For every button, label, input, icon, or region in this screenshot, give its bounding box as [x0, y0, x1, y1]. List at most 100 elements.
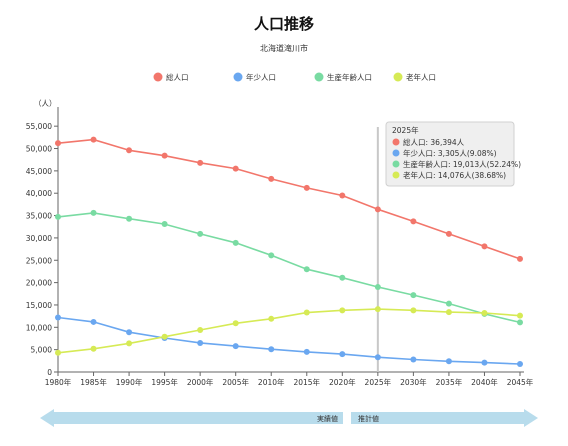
data-point: [481, 359, 488, 366]
data-point: [126, 147, 133, 154]
data-point: [90, 209, 97, 216]
tooltip-year: 2025年: [392, 125, 419, 135]
x-tick-label: 2025年: [365, 377, 392, 387]
data-point: [232, 320, 239, 327]
chart-legend: 総人口 年少人口 生産年齢人口 老年人口: [153, 72, 436, 82]
series-line-1: [57, 316, 521, 365]
series-line-0: [57, 138, 521, 260]
data-point: [410, 356, 417, 363]
x-tick-label: 2040年: [471, 377, 498, 387]
period-arrows: 実績値 推計値: [40, 409, 538, 427]
data-point: [410, 218, 417, 225]
data-point: [517, 312, 523, 319]
data-point: [161, 333, 168, 340]
data-point: [339, 351, 346, 358]
x-tick-label: 1985年: [80, 377, 107, 387]
data-point: [339, 274, 346, 281]
data-point: [517, 319, 523, 326]
y-tick-label: 35,000: [26, 212, 52, 221]
data-point: [161, 221, 168, 228]
series-lines: [57, 138, 521, 365]
data-point: [445, 300, 452, 307]
data-point: [232, 239, 239, 246]
x-tick-label: 2015年: [293, 377, 320, 387]
x-tick-label: 1980年: [45, 377, 72, 387]
data-point: [410, 307, 417, 314]
data-point: [374, 354, 381, 361]
data-point: [339, 192, 346, 199]
tooltip-line-1: 年少人口: 3,305人(9.08%): [403, 148, 497, 158]
data-point: [303, 184, 310, 191]
actual-period-label: 実績値: [317, 414, 338, 423]
x-tick-label: 2000年: [187, 377, 214, 387]
data-point: [374, 206, 381, 213]
data-point: [197, 339, 204, 346]
series-line-3: [57, 308, 521, 354]
data-point: [232, 343, 239, 350]
data-point: [517, 360, 523, 367]
data-point: [268, 252, 275, 259]
data-point: [55, 314, 61, 321]
data-point: [445, 309, 452, 316]
y-tick-label: 5,000: [31, 346, 53, 355]
projected-period-arrow: [351, 409, 538, 427]
x-tick-label: 2020年: [329, 377, 356, 387]
data-point: [161, 152, 168, 159]
y-tick-label: 50,000: [26, 145, 52, 154]
legend-marker-0: [153, 72, 163, 82]
data-point: [126, 340, 133, 347]
x-tick-label: 2005年: [222, 377, 249, 387]
data-point: [517, 255, 523, 262]
legend-marker-2: [314, 72, 324, 82]
data-point: [374, 284, 381, 291]
y-tick-label: 0: [47, 368, 52, 377]
data-point: [268, 315, 275, 322]
y-tick-label: 40,000: [26, 189, 52, 198]
x-tick-label: 1990年: [116, 377, 143, 387]
chart-axes: 0 5,000 10,000 15,000 20,000 25,000 30,000 35,0…: [26, 107, 534, 387]
y-tick-label: 10,000: [26, 323, 52, 332]
data-point: [339, 307, 346, 314]
x-tick-label: 2035年: [436, 377, 463, 387]
legend-label-3: 老年人口: [406, 72, 436, 82]
data-point: [126, 215, 133, 222]
data-point: [90, 136, 97, 143]
data-point: [410, 292, 417, 299]
data-point: [197, 159, 204, 166]
y-tick-label: 45,000: [26, 167, 52, 176]
x-tick-label: 2010年: [258, 377, 285, 387]
projected-period-label: 推計値: [358, 414, 379, 423]
y-tick-label: 55,000: [26, 122, 52, 131]
data-point: [90, 345, 97, 352]
data-point: [90, 318, 97, 325]
x-tick-label: 2030年: [400, 377, 427, 387]
y-tick-label: 15,000: [26, 301, 52, 310]
data-point: [481, 243, 488, 250]
tooltip-line-3: 老年人口: 14,076人(38.68%): [403, 170, 506, 180]
legend-label-0: 総人口: [166, 72, 189, 82]
y-tick-label: 30,000: [26, 234, 52, 243]
data-point: [445, 358, 452, 365]
data-point: [126, 329, 133, 336]
data-point: [197, 326, 204, 333]
data-point: [55, 213, 61, 220]
series-line-2: [57, 212, 521, 324]
data-point: [55, 349, 61, 356]
data-point: [303, 348, 310, 355]
data-point: [481, 310, 488, 317]
actual-period-arrow: [40, 409, 343, 427]
data-point: [303, 309, 310, 316]
tooltip-line-2: 生産年齢人口: 19,013人(52.24%): [403, 159, 521, 169]
tooltip-line-0: 総人口: 36,394人: [403, 137, 465, 147]
y-tick-label: 25,000: [26, 256, 52, 265]
legend-label-1: 年少人口: [246, 72, 276, 82]
series-points: [55, 136, 523, 367]
chart-title: 人口推移: [253, 15, 314, 33]
data-point: [232, 165, 239, 172]
tooltip-marker-3: [392, 171, 400, 179]
data-point: [445, 230, 452, 237]
x-tick-label: 1995年: [151, 377, 178, 387]
tooltip-marker-2: [392, 160, 400, 168]
tooltip-marker-0: [392, 138, 400, 146]
